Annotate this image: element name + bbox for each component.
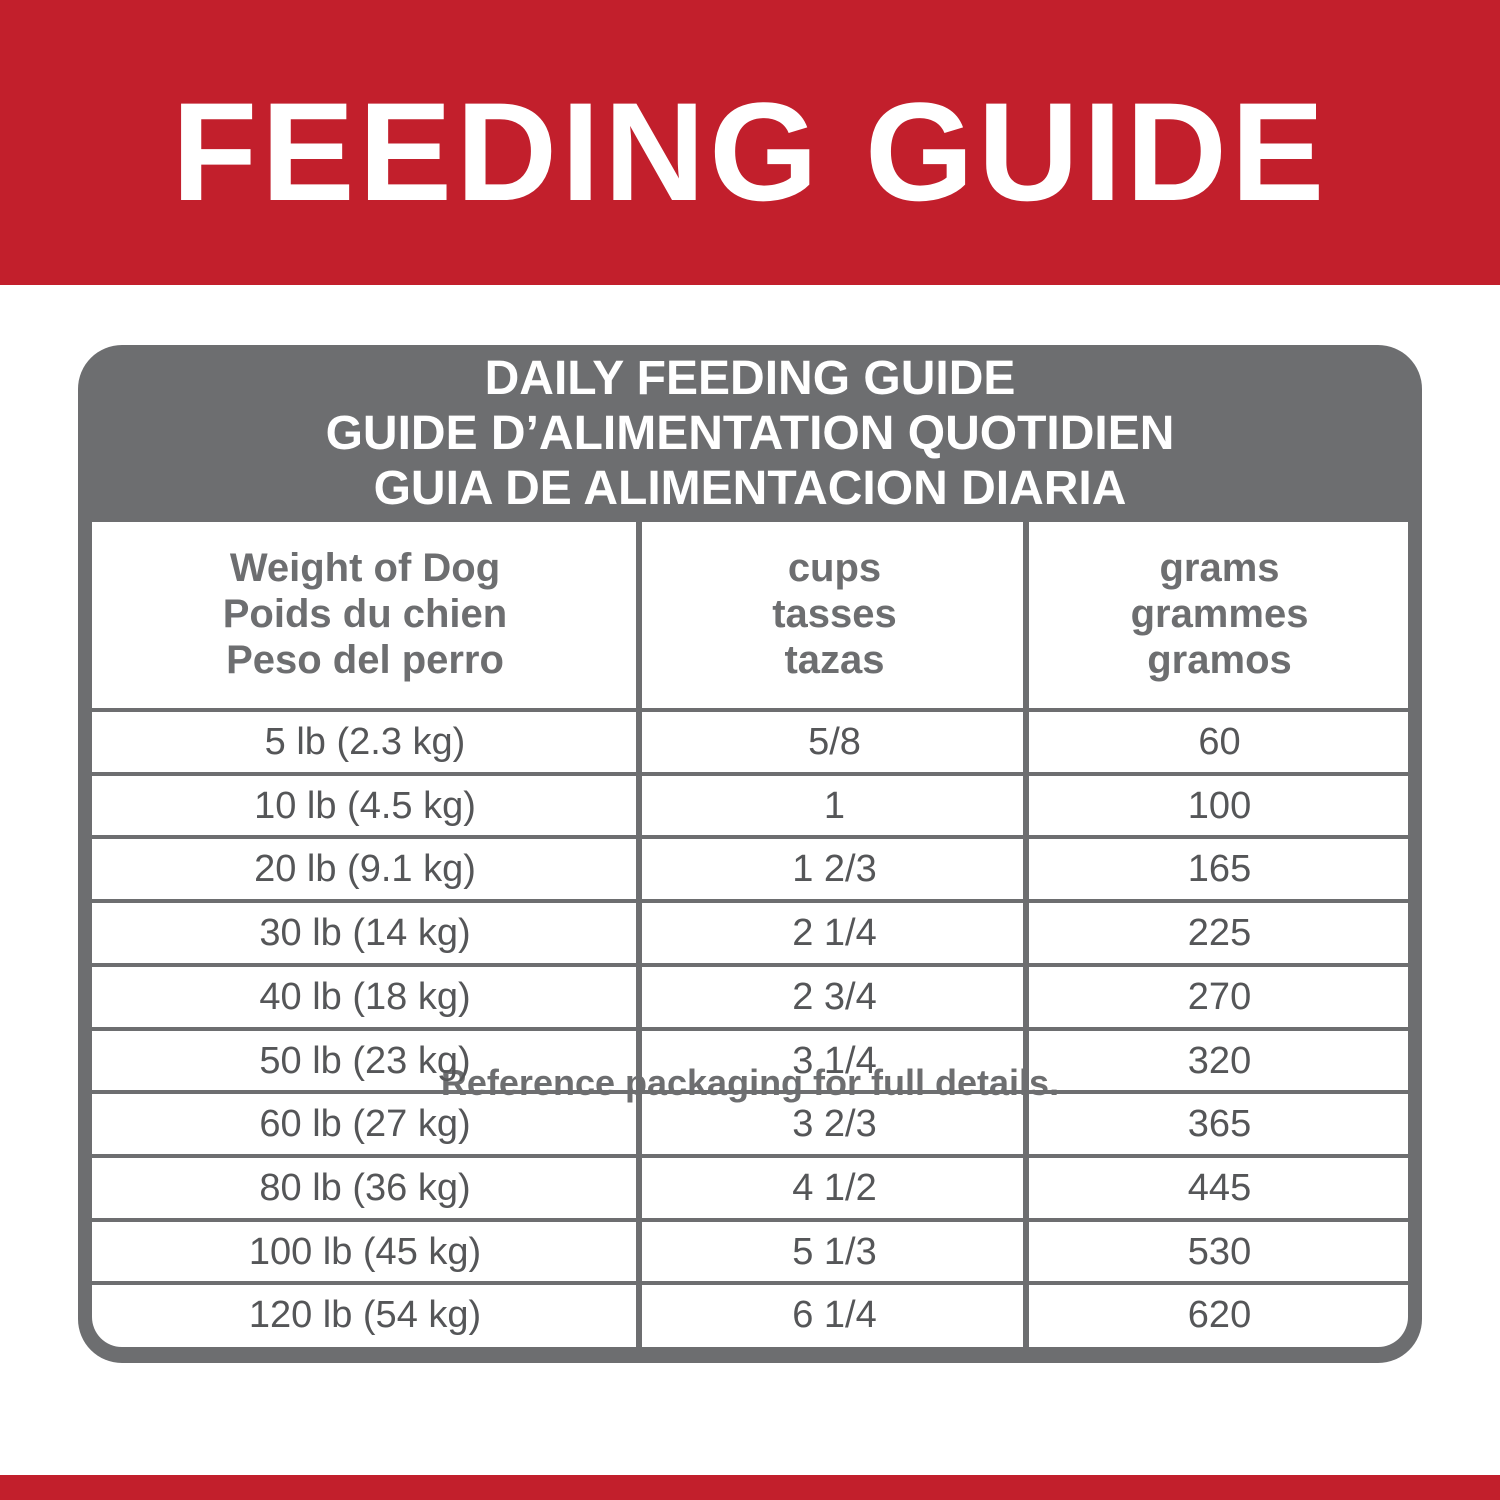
table-cell: 10 lb (4.5 kg) bbox=[254, 784, 476, 827]
table-cell: 30 lb (14 kg) bbox=[259, 912, 471, 955]
table-cell: 60 lb (27 kg) bbox=[259, 1103, 471, 1146]
row-divider bbox=[92, 835, 1408, 840]
table-title: GUIDE D’ALIMENTATION QUOTIDIEN bbox=[325, 407, 1175, 460]
row-divider bbox=[92, 962, 1408, 967]
table-cell: 80 lb (36 kg) bbox=[259, 1166, 471, 1209]
table-title: GUIA DE ALIMENTACION DIARIA bbox=[373, 462, 1127, 515]
row-divider bbox=[92, 1217, 1408, 1222]
row-divider bbox=[92, 1026, 1408, 1031]
column-header: Weight of Dog bbox=[229, 546, 501, 590]
footer-note: Reference packaging for full details. bbox=[440, 1062, 1060, 1103]
column-header: grams bbox=[1159, 546, 1280, 590]
table-cell: 20 lb (9.1 kg) bbox=[254, 848, 476, 891]
table-cell: 5 1/3 bbox=[792, 1230, 877, 1273]
column-header: tazas bbox=[784, 638, 885, 682]
banner bbox=[0, 0, 1500, 285]
column-header: grammes bbox=[1130, 592, 1309, 636]
table-cell: 2 1/4 bbox=[792, 912, 877, 955]
table-cell: 40 lb (18 kg) bbox=[259, 975, 471, 1018]
row-divider bbox=[92, 1153, 1408, 1158]
table-cell: 225 bbox=[1187, 912, 1252, 955]
column-header: gramos bbox=[1147, 638, 1292, 682]
table-cell: 2 3/4 bbox=[792, 975, 877, 1018]
table-cell: 100 lb (45 kg) bbox=[248, 1230, 482, 1273]
row-divider bbox=[92, 771, 1408, 776]
table-cell: 3 2/3 bbox=[792, 1103, 877, 1146]
table-cell: 5 lb (2.3 kg) bbox=[264, 721, 466, 763]
column-header: Poids du chien bbox=[222, 592, 508, 636]
table-cell: 1 2/3 bbox=[792, 848, 877, 891]
table-cell: 3 1/4 bbox=[792, 1039, 877, 1082]
table-cell: 50 lb (23 kg) bbox=[259, 1039, 471, 1082]
column-header: cups bbox=[787, 546, 882, 590]
table-title: DAILY FEEDING GUIDE bbox=[484, 352, 1016, 405]
column-header: Peso del perro bbox=[226, 638, 504, 682]
table-cell: 365 bbox=[1187, 1103, 1252, 1146]
table-cell: 445 bbox=[1187, 1166, 1252, 1209]
table-cell: 320 bbox=[1187, 1039, 1252, 1082]
row-divider bbox=[92, 708, 1408, 712]
column-divider bbox=[636, 522, 642, 1347]
banner-title: FEEDING GUIDE bbox=[171, 73, 1329, 230]
table-cell: 120 lb (54 kg) bbox=[248, 1294, 482, 1337]
table-cell: 4 1/2 bbox=[792, 1166, 877, 1209]
bottom-strip bbox=[0, 1475, 1500, 1500]
table-cell: 530 bbox=[1187, 1230, 1252, 1273]
table-cell: 270 bbox=[1187, 975, 1252, 1018]
column-header: tasses bbox=[772, 592, 897, 636]
row-divider bbox=[92, 1281, 1408, 1286]
table-cell: 620 bbox=[1187, 1294, 1252, 1337]
table-cell: 6 1/4 bbox=[792, 1294, 877, 1337]
table-cell: 5/8 bbox=[808, 721, 861, 763]
table-cell: 165 bbox=[1187, 848, 1252, 891]
table-cell: 100 bbox=[1187, 784, 1252, 827]
column-divider bbox=[1023, 522, 1029, 1347]
table-cell: 1 bbox=[823, 784, 846, 827]
row-divider bbox=[92, 1090, 1408, 1095]
row-divider bbox=[92, 899, 1408, 904]
table-body bbox=[92, 522, 1408, 1347]
table-cell: 60 bbox=[1198, 721, 1241, 763]
